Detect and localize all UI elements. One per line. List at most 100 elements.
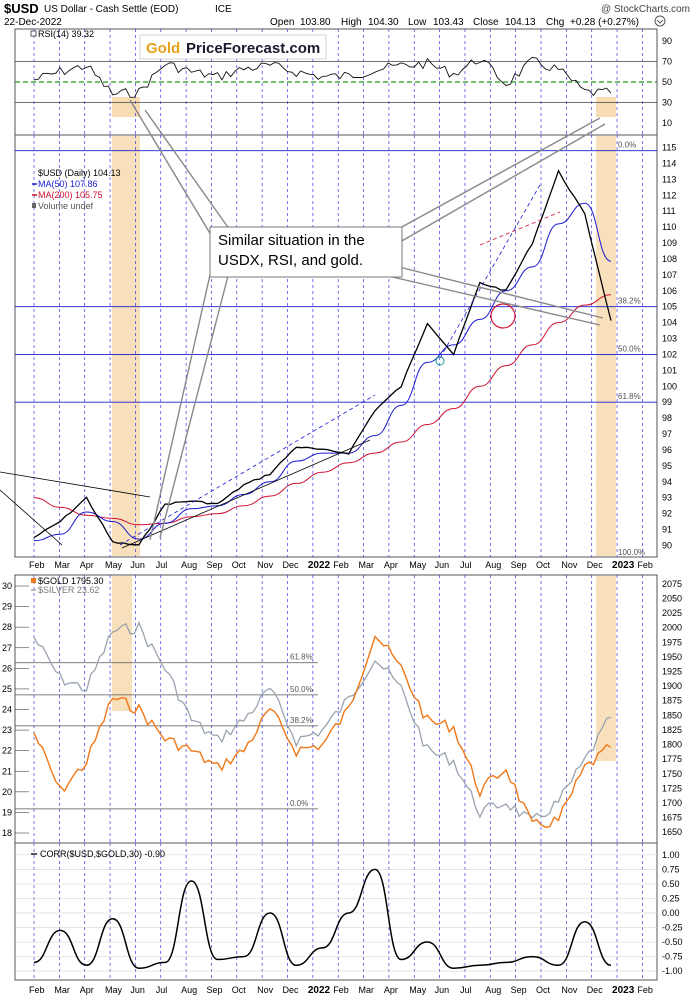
rsi-grid	[15, 61, 657, 103]
corr-tick-label: 1.00	[662, 850, 680, 860]
rsi-highlight-zone	[112, 97, 140, 117]
x-tick-label: Nov	[561, 985, 578, 995]
silver-y-axis: 18 19 20 21 22 23 24 25 26 27 28 29 30	[2, 581, 29, 838]
x-tick-label: Oct	[536, 560, 551, 570]
usd-tick-label: 91	[662, 525, 672, 535]
usd-y-axis: 90 91 92 93 94 95 96 97 98 99 100 101 102 103 104 105 10…	[662, 143, 677, 551]
chg-label: Chg	[546, 17, 564, 28]
close-value: 104.13	[505, 17, 536, 28]
x-tick-label: Sep	[511, 560, 527, 570]
corr-line	[33, 868, 612, 969]
x-tick-label: Feb	[333, 985, 349, 995]
fib-level-label: 0.0%	[618, 141, 636, 150]
usd-tick-label: 105	[662, 302, 677, 312]
rsi-y-axis: 10 30 50 70 90	[662, 36, 672, 128]
silver-tick-label: 26	[2, 663, 12, 673]
high-label: High	[341, 17, 362, 28]
rsi-legend: RSI(14) 39.32	[30, 29, 94, 39]
rsi-line	[33, 56, 612, 98]
corr-legend: CORR($USD,$GOLD,30) -0.90	[31, 849, 165, 859]
x-tick-label: Oct	[232, 560, 247, 570]
x-tick-label: Mar	[359, 985, 375, 995]
corr-tick-label: 0.50	[662, 879, 680, 889]
x-tick-label: Apr	[80, 985, 94, 995]
x-tick-label: 2023	[612, 560, 635, 571]
gold-tick-label: 1725	[662, 783, 682, 793]
x-tick-label: Apr	[384, 560, 398, 570]
gold-horizontal-levels	[15, 662, 318, 810]
settings-icon[interactable]	[654, 15, 666, 27]
silver-tick-label: 21	[2, 766, 12, 776]
x-tick-label: Aug	[181, 560, 197, 570]
chart-title-exchange: ICE	[215, 4, 232, 15]
chart-date: 22-Dec-2022	[4, 17, 62, 28]
x-tick-label: Dec	[587, 560, 604, 570]
usd-tick-label: 110	[662, 222, 676, 232]
x-tick-label: Jun	[435, 985, 450, 995]
x-tick-label: Oct	[232, 985, 247, 995]
gold-tick-label: 2050	[662, 593, 682, 603]
chart-title-name: US Dollar - Cash Settle (EOD)	[44, 4, 178, 15]
x-tick-label: Sep	[511, 985, 527, 995]
corr-tick-label: -0.75	[662, 952, 683, 962]
fib-level-label: 61.8%	[618, 392, 641, 401]
corr-tick-label: -0.50	[662, 937, 683, 947]
usd-tick-label: 92	[662, 509, 672, 519]
x-tick-label: Dec	[587, 985, 604, 995]
gold-tick-label: 1675	[662, 813, 682, 823]
gold-tick-label: 1800	[662, 740, 682, 750]
x-tick-label: 2022	[308, 985, 331, 996]
usd-tick-label: 107	[662, 270, 677, 280]
x-tick-label: Dec	[283, 560, 300, 570]
fib-level-label: 100.0%	[618, 548, 645, 557]
rsi-tick-label: 70	[662, 57, 672, 67]
x-tick-label: Sep	[206, 985, 222, 995]
usd-legend-ma200: MA(200) 105.75	[38, 190, 103, 200]
usd-legend-ma50: MA(50) 107.86	[38, 179, 98, 189]
x-tick-label: Jul	[156, 560, 168, 570]
gold-fib-label: 61.8%	[290, 653, 313, 662]
silver-tick-label: 27	[2, 643, 12, 653]
month-gridlines	[33, 29, 643, 980]
fib-level-label: 38.2%	[618, 297, 641, 306]
x-tick-label: Jun	[130, 985, 145, 995]
silver-tick-label: 22	[2, 746, 12, 756]
gold-tick-label: 2000	[662, 623, 682, 633]
x-tick-label: Jul	[156, 985, 168, 995]
x-tick-label: May	[409, 985, 427, 995]
silver-legend-text: $SILVER 23.62	[38, 585, 99, 595]
gold-tick-label: 1825	[662, 725, 682, 735]
corr-tick-label: -0.25	[662, 923, 683, 933]
usd-tick-label: 109	[662, 238, 677, 248]
x-tick-label: Aug	[485, 560, 501, 570]
x-tick-label: Feb	[333, 560, 349, 570]
gold-tick-label: 1700	[662, 798, 682, 808]
high-value: 104.30	[368, 17, 399, 28]
logo-priceforecast: PriceForecast.com	[186, 40, 320, 57]
usd-tick-label: 103	[662, 334, 677, 344]
x-tick-label: 2023	[612, 985, 635, 996]
silver-tick-label: 20	[2, 787, 12, 797]
gold-tick-label: 1850	[662, 710, 682, 720]
fib-level-label: 50.0%	[618, 344, 641, 353]
gold-fib-label: 50.0%	[290, 685, 313, 694]
silver-tick-label: 23	[2, 725, 12, 735]
close-label: Close	[473, 17, 499, 28]
usd-x-axis: Feb Mar Apr May Jun Jul Aug Sep Oct Nov Dec 2022 Feb…	[29, 560, 653, 571]
x-tick-label: Aug	[485, 985, 501, 995]
x-tick-label: May	[105, 985, 123, 995]
usd-tick-label: 111	[662, 206, 676, 216]
corr-tick-label: 0.25	[662, 893, 680, 903]
usd-fib-labels: 0.0% 38.2% 50.0% 61.8% 100.0%	[618, 141, 645, 557]
usd-tick-label: 104	[662, 318, 677, 328]
usd-tick-label: 114	[662, 158, 676, 168]
x-tick-label: Feb	[29, 560, 45, 570]
low-label: Low	[408, 17, 427, 28]
usd-horizontal-levels	[15, 150, 657, 403]
gold-tick-label: 1900	[662, 681, 682, 691]
gold-tick-label: 1650	[662, 827, 682, 837]
x-tick-label: Mar	[54, 560, 70, 570]
corr-panel	[14, 842, 658, 981]
x-tick-label: Jul	[460, 560, 472, 570]
corr-tick-label: 0.75	[662, 864, 680, 874]
